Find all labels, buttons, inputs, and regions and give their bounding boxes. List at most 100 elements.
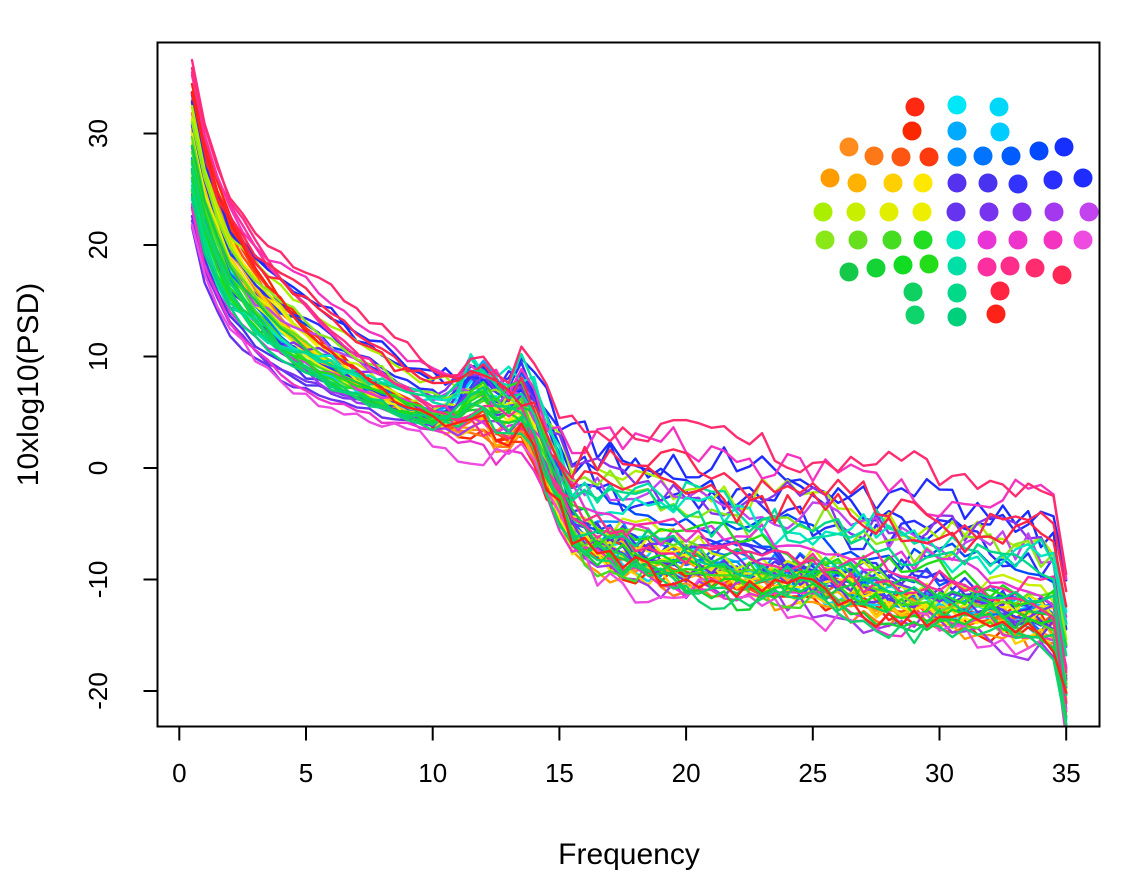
electrode-dot xyxy=(1029,141,1049,161)
y-axis-tick-label: 20 xyxy=(83,231,113,260)
electrode-dot xyxy=(879,202,899,222)
electrode-dot xyxy=(947,121,967,141)
electrode-dot xyxy=(1008,230,1028,250)
electrode-dot xyxy=(947,256,967,276)
electrode-dot xyxy=(946,202,966,222)
electrode-dot xyxy=(1008,174,1028,194)
x-axis: 0 5 10 15 20 25 30 35 xyxy=(172,726,1081,788)
psd-curve xyxy=(190,223,1068,712)
psd-curve xyxy=(190,121,1068,647)
psd-curve xyxy=(190,136,1068,687)
electrode-dot xyxy=(913,230,933,250)
electrode-dot xyxy=(883,173,903,193)
electrode-dot xyxy=(893,255,913,275)
psd-curve xyxy=(190,195,1068,697)
x-axis-title: Frequency xyxy=(558,838,700,871)
electrode-dot xyxy=(864,146,884,166)
electrode-dot xyxy=(1001,146,1021,166)
electrode-dot xyxy=(947,173,967,193)
x-axis-tick-label: 5 xyxy=(299,758,313,788)
electrode-dot xyxy=(1054,137,1074,157)
electrode-dot xyxy=(891,147,911,167)
electrode-dot xyxy=(979,202,999,222)
psd-curve xyxy=(190,117,1068,675)
electrode-dot xyxy=(973,146,993,166)
y-axis-title: 10xlog10(PSD) xyxy=(12,283,45,486)
x-axis-tick-label: 30 xyxy=(925,758,954,788)
electrode-dot xyxy=(1025,258,1045,278)
electrode-dot xyxy=(990,122,1010,142)
electrode-dot xyxy=(919,147,939,167)
psd-curve xyxy=(190,169,1068,718)
y-axis-tick-label: 0 xyxy=(83,461,113,475)
electrode-dot xyxy=(1012,202,1032,222)
electrode-dot xyxy=(912,202,932,222)
plot-border xyxy=(156,41,1101,728)
electrode-dot xyxy=(905,97,925,117)
electrode-dot xyxy=(946,230,966,250)
psd-curve xyxy=(190,162,1068,727)
psd-curve xyxy=(190,92,1068,593)
electrode-dot xyxy=(839,262,859,282)
electrode-dot xyxy=(1043,230,1063,250)
x-axis-tick-label: 15 xyxy=(545,758,574,788)
electrode-dot xyxy=(846,202,866,222)
y-axis-tick-label: 10 xyxy=(83,342,113,371)
electrode-dot xyxy=(1052,265,1072,285)
electrode-dot xyxy=(903,282,923,302)
electrode-dot xyxy=(905,305,925,325)
psd-curve xyxy=(190,66,1068,576)
psd-curve xyxy=(190,167,1068,726)
psd-curve xyxy=(190,91,1068,694)
electrode-dot xyxy=(989,97,1009,117)
electrode-dot xyxy=(947,95,967,115)
x-axis-tick-label: 25 xyxy=(798,758,827,788)
x-axis-tick-label: 20 xyxy=(672,758,701,788)
electrode-dot xyxy=(847,173,867,193)
electrode-dot xyxy=(947,147,967,167)
y-axis-tick-label: -10 xyxy=(83,561,113,599)
electrode-dot xyxy=(848,230,868,250)
electrode-dot xyxy=(1073,230,1093,250)
electrode-dot xyxy=(919,254,939,274)
y-axis: -20 -10 0 10 20 30 xyxy=(83,119,158,710)
psd-curve xyxy=(190,207,1066,727)
electrode-dot xyxy=(986,304,1006,324)
electrode-dot xyxy=(977,257,997,277)
electrode-dot xyxy=(977,230,997,250)
electrode-dot xyxy=(978,173,998,193)
psd-curve xyxy=(190,123,1068,625)
y-axis-tick-label: 30 xyxy=(83,119,113,148)
electrode-dot xyxy=(1073,168,1093,188)
electrode-dot xyxy=(866,258,886,278)
electrode-dot xyxy=(947,283,967,303)
psd-curve xyxy=(190,90,1068,608)
x-axis-tick-label: 10 xyxy=(418,758,447,788)
electrode-dot xyxy=(820,168,840,188)
psd-curve xyxy=(190,73,1068,674)
electrode-dot xyxy=(1079,202,1099,222)
psd-curve xyxy=(190,159,1068,719)
electrode-dot xyxy=(1044,202,1064,222)
electrode-dot xyxy=(1000,256,1020,276)
electrode-dot xyxy=(947,307,967,327)
psd-curve xyxy=(190,150,1068,686)
y-axis-tick-label: -20 xyxy=(83,672,113,710)
psd-curve xyxy=(190,91,1068,726)
psd-curve xyxy=(190,128,1068,697)
electrode-dot xyxy=(1043,170,1063,190)
electrode-dot xyxy=(813,202,833,222)
x-axis-tick-label: 0 xyxy=(172,758,186,788)
electrode-dot xyxy=(902,121,922,141)
electrode-dot xyxy=(913,173,933,193)
psd-curve xyxy=(190,202,1068,668)
electrode-dot xyxy=(815,230,835,250)
psd-curves xyxy=(190,58,1068,727)
electrode-montage-inset xyxy=(813,95,1099,327)
electrode-dot xyxy=(990,281,1010,301)
electrode-dot xyxy=(882,230,902,250)
psd-curve xyxy=(190,184,1068,657)
x-axis-tick-label: 35 xyxy=(1052,758,1081,788)
